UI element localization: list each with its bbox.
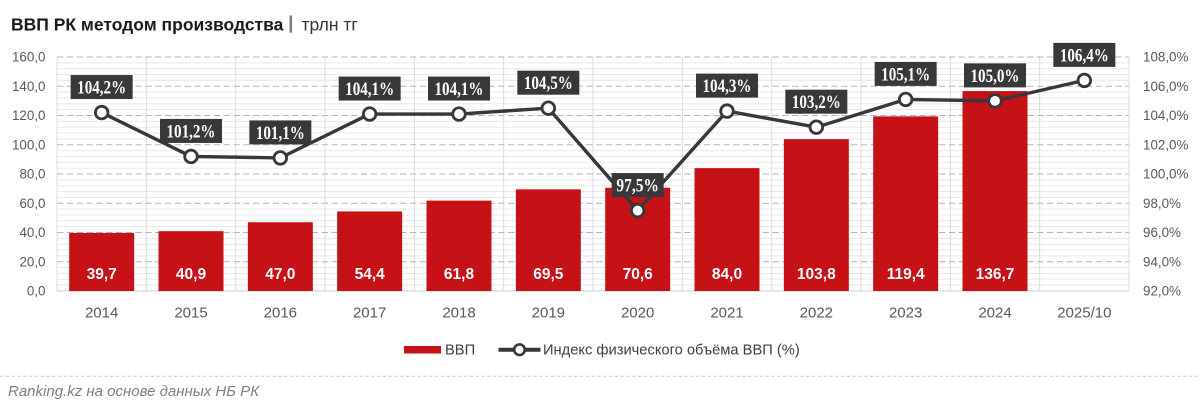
svg-text:80,0: 80,0 xyxy=(19,167,45,182)
svg-text:40,9: 40,9 xyxy=(176,266,207,283)
svg-text:2014: 2014 xyxy=(85,304,118,321)
svg-text:Ranking.kz на основе данных НБ: Ranking.kz на основе данных НБ РК xyxy=(8,383,260,400)
svg-text:97,5%: 97,5% xyxy=(616,177,659,197)
svg-text:103,2%: 103,2% xyxy=(792,93,841,113)
svg-text:69,5: 69,5 xyxy=(533,266,564,283)
svg-text:40,0: 40,0 xyxy=(19,225,45,240)
svg-text:61,8: 61,8 xyxy=(444,266,475,283)
svg-text:105,1%: 105,1% xyxy=(881,65,930,85)
svg-text:2016: 2016 xyxy=(264,304,297,321)
svg-text:103,8: 103,8 xyxy=(797,266,836,283)
svg-text:трлн тг: трлн тг xyxy=(302,15,358,35)
svg-text:2021: 2021 xyxy=(710,304,743,321)
svg-text:100,0: 100,0 xyxy=(12,137,46,152)
svg-text:2018: 2018 xyxy=(442,304,475,321)
svg-text:104,2%: 104,2% xyxy=(77,79,126,99)
svg-text:92,0%: 92,0% xyxy=(1143,284,1181,299)
svg-text:102,0%: 102,0% xyxy=(1143,137,1189,152)
svg-text:2024: 2024 xyxy=(978,304,1011,321)
svg-text:104,3%: 104,3% xyxy=(703,77,752,97)
svg-text:70,6: 70,6 xyxy=(623,266,654,283)
svg-text:101,2%: 101,2% xyxy=(167,122,216,142)
svg-text:108,0%: 108,0% xyxy=(1143,50,1189,65)
svg-text:2019: 2019 xyxy=(532,304,565,321)
svg-text:94,0%: 94,0% xyxy=(1143,254,1181,269)
svg-text:ВВП: ВВП xyxy=(445,343,475,359)
svg-text:2022: 2022 xyxy=(800,304,833,321)
svg-text:100,0%: 100,0% xyxy=(1143,167,1189,182)
svg-text:140,0: 140,0 xyxy=(12,79,46,94)
svg-text:104,1%: 104,1% xyxy=(435,80,484,100)
svg-text:101,1%: 101,1% xyxy=(256,124,305,144)
svg-text:2017: 2017 xyxy=(353,304,386,321)
svg-text:119,4: 119,4 xyxy=(887,266,925,283)
svg-text:ВВП РК методом производства: ВВП РК методом производства xyxy=(11,15,284,35)
svg-text:84,0: 84,0 xyxy=(712,266,742,283)
svg-text:104,1%: 104,1% xyxy=(345,80,394,100)
svg-text:98,0%: 98,0% xyxy=(1143,196,1181,211)
svg-text:106,0%: 106,0% xyxy=(1143,79,1189,94)
svg-text:105,0%: 105,0% xyxy=(971,67,1020,87)
svg-text:47,0: 47,0 xyxy=(265,266,295,283)
svg-text:2025/10: 2025/10 xyxy=(1057,304,1111,321)
svg-text:104,0%: 104,0% xyxy=(1143,108,1189,123)
svg-text:39,7: 39,7 xyxy=(87,266,117,283)
svg-text:Индекс физического объёма ВВП: Индекс физического объёма ВВП (%) xyxy=(543,343,800,359)
svg-text:2015: 2015 xyxy=(174,304,207,321)
svg-text:104,5%: 104,5% xyxy=(524,74,573,94)
svg-text:20,0: 20,0 xyxy=(19,254,45,269)
svg-text:2023: 2023 xyxy=(889,304,922,321)
svg-text:54,4: 54,4 xyxy=(355,266,386,283)
svg-text:136,7: 136,7 xyxy=(976,266,1015,283)
svg-text:96,0%: 96,0% xyxy=(1143,225,1181,240)
svg-text:0,0: 0,0 xyxy=(27,284,46,299)
svg-text:160,0: 160,0 xyxy=(12,50,46,65)
svg-text:2020: 2020 xyxy=(621,304,654,321)
svg-text:60,0: 60,0 xyxy=(19,196,45,211)
svg-text:106,4%: 106,4% xyxy=(1060,46,1109,66)
svg-text:120,0: 120,0 xyxy=(12,108,46,123)
